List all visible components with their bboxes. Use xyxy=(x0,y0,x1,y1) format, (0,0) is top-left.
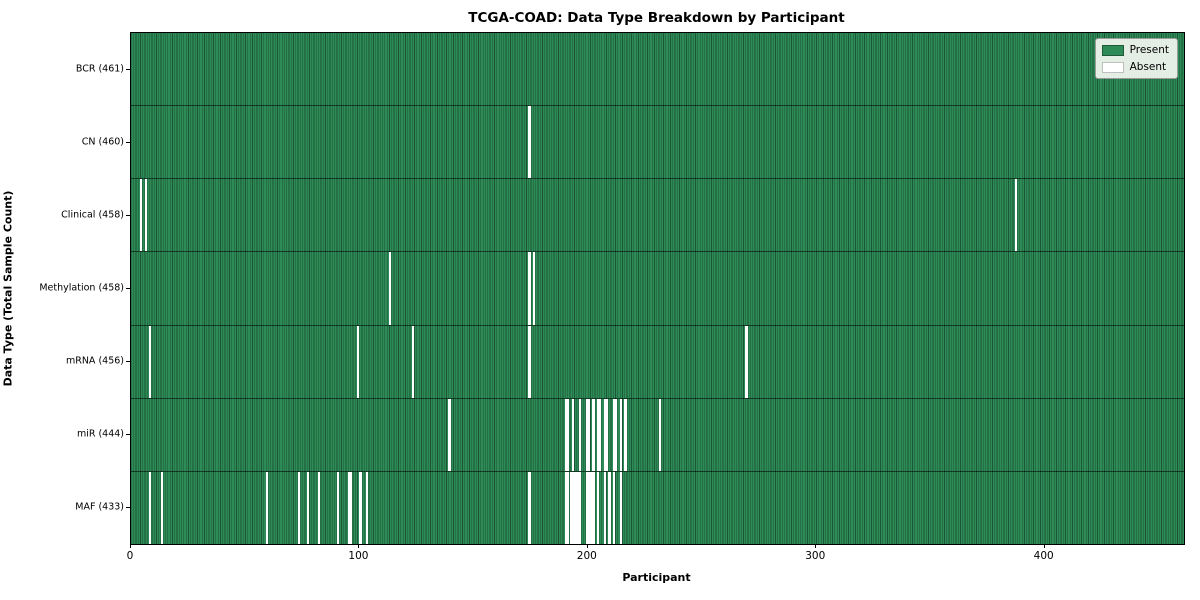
absent-mark xyxy=(569,471,572,544)
absent-mark xyxy=(658,398,661,471)
heatmap-row-BCR xyxy=(131,33,1184,106)
absent-mark xyxy=(608,471,611,544)
absent-mark xyxy=(359,471,362,544)
y-tick-mark xyxy=(126,214,130,216)
absent-mark xyxy=(350,471,353,544)
x-tick-label-100: 100 xyxy=(348,550,369,562)
absent-mark xyxy=(606,398,609,471)
absent-mark xyxy=(528,106,531,179)
heatmap-row-miR xyxy=(131,397,1184,471)
absent-mark xyxy=(612,471,616,544)
heatmap-row-mRNA xyxy=(131,324,1184,398)
absent-mark xyxy=(567,471,570,544)
absent-mark xyxy=(564,398,568,471)
y-tick-label-Methylation: Methylation (458) xyxy=(39,282,124,293)
y-tick-mark xyxy=(126,287,130,289)
absent-mark xyxy=(578,398,581,471)
absent-mark xyxy=(564,471,568,544)
absent-mark xyxy=(571,398,574,471)
y-tick-label-mRNA: mRNA (456) xyxy=(65,355,124,366)
absent-mark xyxy=(160,471,163,544)
absent-mark xyxy=(596,471,600,544)
heatmap-row-Methylation xyxy=(131,251,1184,325)
absent-mark xyxy=(592,398,595,471)
absent-mark xyxy=(596,398,600,471)
absent-mark xyxy=(745,325,748,398)
y-tick-label-miR: miR (444) xyxy=(76,428,124,439)
x-tick-label-400: 400 xyxy=(1033,550,1054,562)
absent-mark xyxy=(306,471,310,544)
absent-mark xyxy=(297,471,300,544)
absent-mark xyxy=(336,471,339,544)
absent-mark xyxy=(576,471,579,544)
absent-mark xyxy=(574,471,577,544)
x-tick-mark xyxy=(130,544,131,548)
absent-mark xyxy=(528,325,531,398)
absent-mark xyxy=(149,471,152,544)
y-axis-label: Data Type (Total Sample Count) xyxy=(1,190,15,387)
absent-mark xyxy=(603,471,606,544)
heatmap-row-CN xyxy=(131,105,1184,179)
legend-label-present: Present xyxy=(1129,44,1169,56)
absent-mark xyxy=(1014,179,1018,252)
absent-mark xyxy=(533,252,536,325)
absent-mark xyxy=(587,471,590,544)
absent-mark xyxy=(585,398,588,471)
y-tick-label-MAF: MAF (433) xyxy=(75,501,124,512)
absent-mark xyxy=(411,325,415,398)
legend-item-present: Present xyxy=(1101,44,1169,56)
absent-mark xyxy=(587,398,590,471)
plot-area xyxy=(130,32,1185,545)
absent-mark xyxy=(265,471,268,544)
absent-mark xyxy=(612,398,616,471)
x-tick-mark xyxy=(586,544,588,548)
x-tick-label-200: 200 xyxy=(576,550,597,562)
absent-mark xyxy=(615,398,618,471)
absent-mark xyxy=(571,471,574,544)
heatmap-row-Clinical xyxy=(131,178,1184,252)
absent-mark xyxy=(619,398,622,471)
absent-mark xyxy=(366,471,369,544)
absent-mark xyxy=(619,471,622,544)
absent-mark xyxy=(585,471,588,544)
x-axis-label: Participant xyxy=(622,571,691,584)
absent-mark xyxy=(140,179,143,252)
absent-mark xyxy=(144,179,147,252)
y-tick-label-CN: CN (460) xyxy=(81,136,124,147)
absent-mark xyxy=(590,471,593,544)
absent-mark xyxy=(389,252,392,325)
absent-mark xyxy=(357,325,360,398)
x-tick-mark xyxy=(1043,544,1045,548)
absent-mark xyxy=(318,471,321,544)
absent-mark xyxy=(528,471,531,544)
present-swatch-icon xyxy=(1101,44,1124,56)
absent-mark xyxy=(347,471,351,544)
x-tick-label-0: 0 xyxy=(126,550,134,562)
absent-mark xyxy=(149,325,152,398)
y-tick-mark xyxy=(126,506,130,508)
legend-label-absent: Absent xyxy=(1129,61,1167,73)
absent-mark xyxy=(603,398,606,471)
y-tick-mark xyxy=(126,68,130,70)
y-tick-mark xyxy=(126,360,130,362)
y-tick-mark xyxy=(126,433,130,435)
y-tick-label-BCR: BCR (461) xyxy=(75,63,124,74)
x-tick-mark xyxy=(815,544,817,548)
absent-mark xyxy=(448,398,451,471)
x-tick-mark xyxy=(358,544,360,548)
absent-mark xyxy=(567,398,570,471)
absent-mark xyxy=(592,471,595,544)
legend-item-absent: Absent xyxy=(1101,61,1169,73)
y-tick-label-Clinical: Clinical (458) xyxy=(61,209,124,220)
heatmap-row-MAF xyxy=(131,470,1184,544)
absent-mark xyxy=(599,398,602,471)
absent-mark xyxy=(578,471,581,544)
x-tick-label-300: 300 xyxy=(805,550,826,562)
absent-mark xyxy=(528,252,531,325)
y-tick-mark xyxy=(126,141,130,143)
chart-title: TCGA-COAD: Data Type Breakdown by Partic… xyxy=(468,10,845,26)
absent-mark xyxy=(624,398,627,471)
legend: Present Absent xyxy=(1094,38,1178,79)
absent-swatch-icon xyxy=(1101,61,1124,73)
